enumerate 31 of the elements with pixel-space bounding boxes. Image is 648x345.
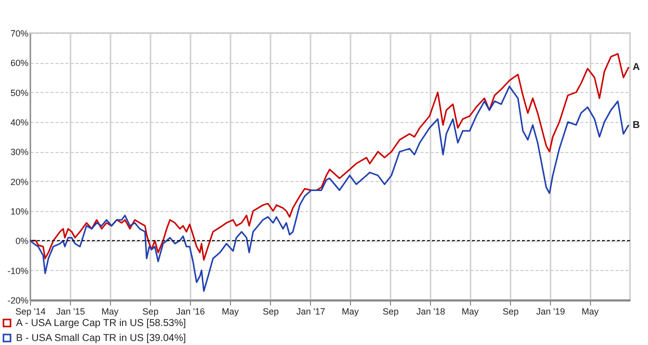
y-tick-label: 50% (10, 88, 28, 98)
x-tick-label: Sep (502, 306, 519, 316)
legend-label: B - USA Small Cap TR in US [39.04%] (16, 333, 186, 344)
y-tick-label: 40% (10, 118, 28, 128)
x-tick-label: Jan '15 (56, 306, 85, 316)
x-tick-label: Sep (382, 306, 399, 316)
legend-label: A - USA Large Cap TR in US [58.53%] (16, 318, 186, 329)
x-tick-label: May (102, 306, 120, 316)
x-tick-label: May (222, 306, 240, 316)
line-series (29, 53, 630, 261)
x-tick-label: Sep (142, 306, 158, 316)
y-tick-label: 10% (10, 206, 28, 216)
line-series (29, 86, 630, 292)
x-tick-label: Jan '18 (416, 306, 446, 316)
x-tick-label: Jan '19 (536, 306, 566, 316)
x-tick-label: May (582, 306, 600, 316)
annotation: A (632, 62, 640, 74)
y-tick-label: 70% (10, 28, 28, 38)
y-tick-label: -20% (7, 296, 28, 306)
x-tick-label: May (462, 306, 480, 316)
x-tick-label: Jan '17 (296, 306, 326, 316)
x-tick-label: May (342, 306, 360, 316)
annotation: B (632, 120, 640, 131)
y-tick-label: 60% (10, 58, 28, 68)
x-tick-label: Sep (262, 306, 279, 316)
y-tick-label: 20% (10, 176, 28, 187)
y-tick-label: -10% (7, 266, 28, 276)
y-tick-label: 0% (15, 236, 28, 246)
x-tick-label: Jan '16 (176, 306, 205, 316)
x-tick-label: Sep '14 (15, 306, 46, 316)
y-tick-label: 30% (10, 147, 28, 158)
